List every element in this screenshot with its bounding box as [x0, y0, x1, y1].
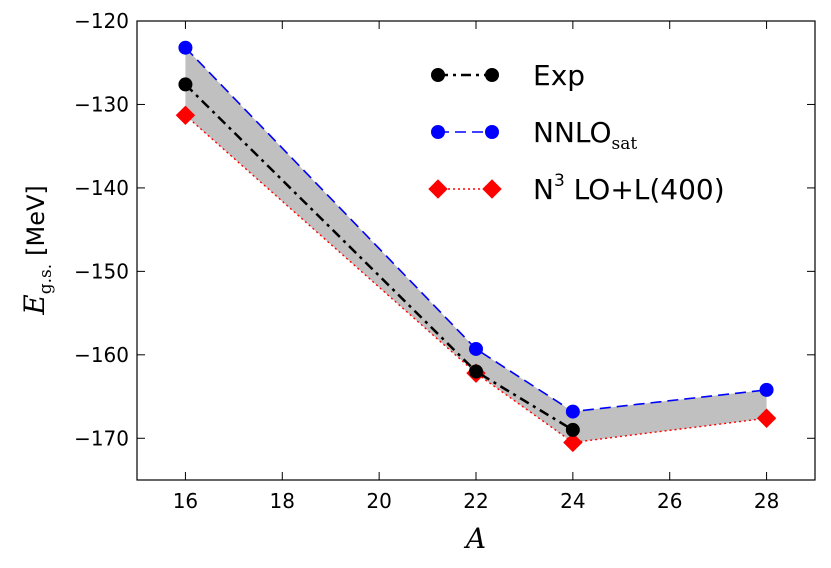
x-tick-label: 16: [173, 489, 198, 513]
x-tick-label: 26: [657, 489, 682, 513]
uncertainty-band: [185, 47, 767, 443]
x-tick-label: 24: [560, 489, 585, 513]
legend-entry-n3lo-l-400-: N3 LO+L(400): [428, 171, 725, 206]
legend-marker: [485, 68, 499, 82]
data-point: [563, 432, 583, 453]
data-point: [756, 408, 777, 428]
legend-marker: [482, 179, 502, 199]
data-point: [759, 382, 774, 397]
legend-entry-exp: Exp: [431, 59, 585, 92]
tick-layer: 16 18 20 22 24 26 28 −170 −160 −150 −140 −130 −120: [74, 9, 815, 513]
series-layer: [175, 40, 777, 453]
y-tick-label: −130: [74, 92, 129, 116]
legend-label: NNLOsat: [533, 116, 637, 154]
legend-marker: [431, 68, 445, 82]
x-tick-label: 18: [270, 489, 295, 513]
axis-label-layer: A Eg.s.[MeV]: [18, 185, 486, 555]
y-tick-label: −140: [74, 176, 129, 200]
data-point: [178, 77, 193, 92]
legend-label: Exp: [533, 59, 585, 92]
legend-marker: [485, 125, 499, 139]
data-point: [565, 422, 580, 437]
legend-entry-nnlo-sat: NNLOsat: [431, 116, 637, 154]
series-nnlo-sat: [178, 40, 774, 419]
data-point: [178, 40, 193, 55]
y-tick-label: −160: [74, 343, 129, 367]
y-tick-label: −120: [74, 9, 129, 33]
legend: Exp NNLOsat N3 LO+L(400): [428, 59, 725, 206]
series-line: [184, 47, 767, 413]
series-line: [184, 114, 767, 444]
y-tick-label: −150: [74, 259, 129, 283]
x-tick-label: 28: [754, 489, 779, 513]
data-point: [469, 364, 483, 379]
legend-marker: [431, 125, 445, 139]
data-point: [469, 341, 483, 356]
data-point: [175, 105, 196, 126]
legend-label: N3 LO+L(400): [533, 171, 725, 206]
data-point: [565, 404, 580, 419]
x-tick-label: 20: [366, 489, 391, 513]
y-axis-title: Eg.s.[MeV]: [18, 185, 56, 316]
x-tick-label: 22: [463, 489, 488, 513]
series-exp: [178, 77, 580, 437]
y-tick-label: −170: [74, 426, 129, 450]
x-axis-title: A: [463, 522, 486, 555]
legend-marker: [428, 179, 448, 199]
uncertainty-band-layer: [185, 47, 767, 443]
